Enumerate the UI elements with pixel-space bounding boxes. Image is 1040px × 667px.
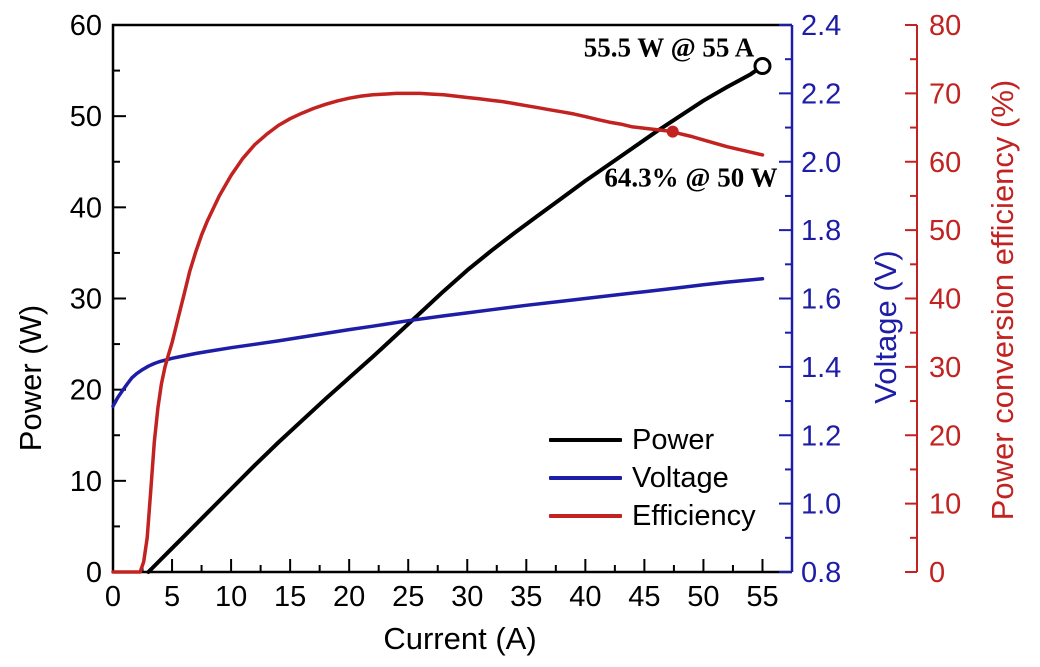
tick-label: 0	[86, 557, 102, 589]
tick-label: 60	[70, 10, 102, 42]
efficiency-point-annotation: 64.3% @ 50 W	[604, 162, 778, 193]
tick-label: 0	[105, 581, 121, 613]
tick-label: 10	[215, 581, 247, 613]
tick-label: 50	[929, 215, 961, 247]
efficiency-point-marker	[666, 125, 679, 138]
tick-label: 55	[746, 581, 778, 613]
tick-label: 2.0	[801, 147, 841, 179]
tick-label: 1.2	[801, 420, 841, 452]
tick-label: 2.4	[801, 10, 841, 42]
power-line-swatch	[549, 438, 622, 442]
tick-label: 15	[274, 581, 306, 613]
tick-label: 35	[510, 581, 542, 613]
tick-label: 20	[333, 581, 365, 613]
tick-label: 25	[392, 581, 424, 613]
tick-label: 10	[70, 466, 102, 498]
tick-label: 0	[929, 557, 945, 589]
tick-label: 20	[929, 420, 961, 452]
power-point-annotation: 55.5 W @ 55 A	[583, 32, 755, 63]
tick-label: 60	[929, 147, 961, 179]
tick-label: 40	[569, 581, 601, 613]
voltage-axis-title: Voltage (V)	[868, 250, 903, 404]
voltage-line-swatch	[549, 476, 622, 480]
efficiency-axis-title: Power conversion efficiency (%)	[985, 79, 1020, 521]
voltage-curve	[111, 276, 765, 408]
tick-label: 50	[687, 581, 719, 613]
tick-label: 2.2	[801, 78, 841, 110]
tick-label: 45	[628, 581, 660, 613]
legend-label-efficiency: Efficiency	[632, 499, 756, 532]
tick-label: 40	[70, 192, 102, 224]
legend: Power Voltage Efficiency	[549, 421, 756, 535]
tick-label: 30	[929, 352, 961, 384]
x-axis-title: Current (A)	[383, 621, 537, 656]
legend-item-efficiency: Efficiency	[549, 497, 756, 535]
efficiency-line-swatch	[549, 514, 622, 518]
tick-label: 30	[451, 581, 483, 613]
legend-item-voltage: Voltage	[549, 459, 756, 497]
tick-label: 0.8	[801, 557, 841, 589]
tick-label: 1.4	[801, 352, 841, 384]
legend-item-power: Power	[549, 421, 756, 459]
tick-label: 50	[70, 101, 102, 133]
tick-label: 10	[929, 489, 961, 521]
tick-label: 40	[929, 284, 961, 316]
tick-label: 20	[70, 375, 102, 407]
tick-label: 30	[70, 284, 102, 316]
legend-label-power: Power	[632, 423, 715, 456]
tick-label: 1.8	[801, 215, 841, 247]
power-axis-title: Power (W)	[13, 304, 48, 452]
tick-label: 80	[929, 10, 961, 42]
legend-label-voltage: Voltage	[632, 461, 729, 494]
tick-label: 70	[929, 78, 961, 110]
efficiency-curve	[111, 91, 765, 574]
tick-label: 1.6	[801, 284, 841, 316]
tick-label: 5	[164, 581, 180, 613]
tick-label: 1.0	[801, 489, 841, 521]
power-endpoint-marker	[753, 57, 772, 76]
